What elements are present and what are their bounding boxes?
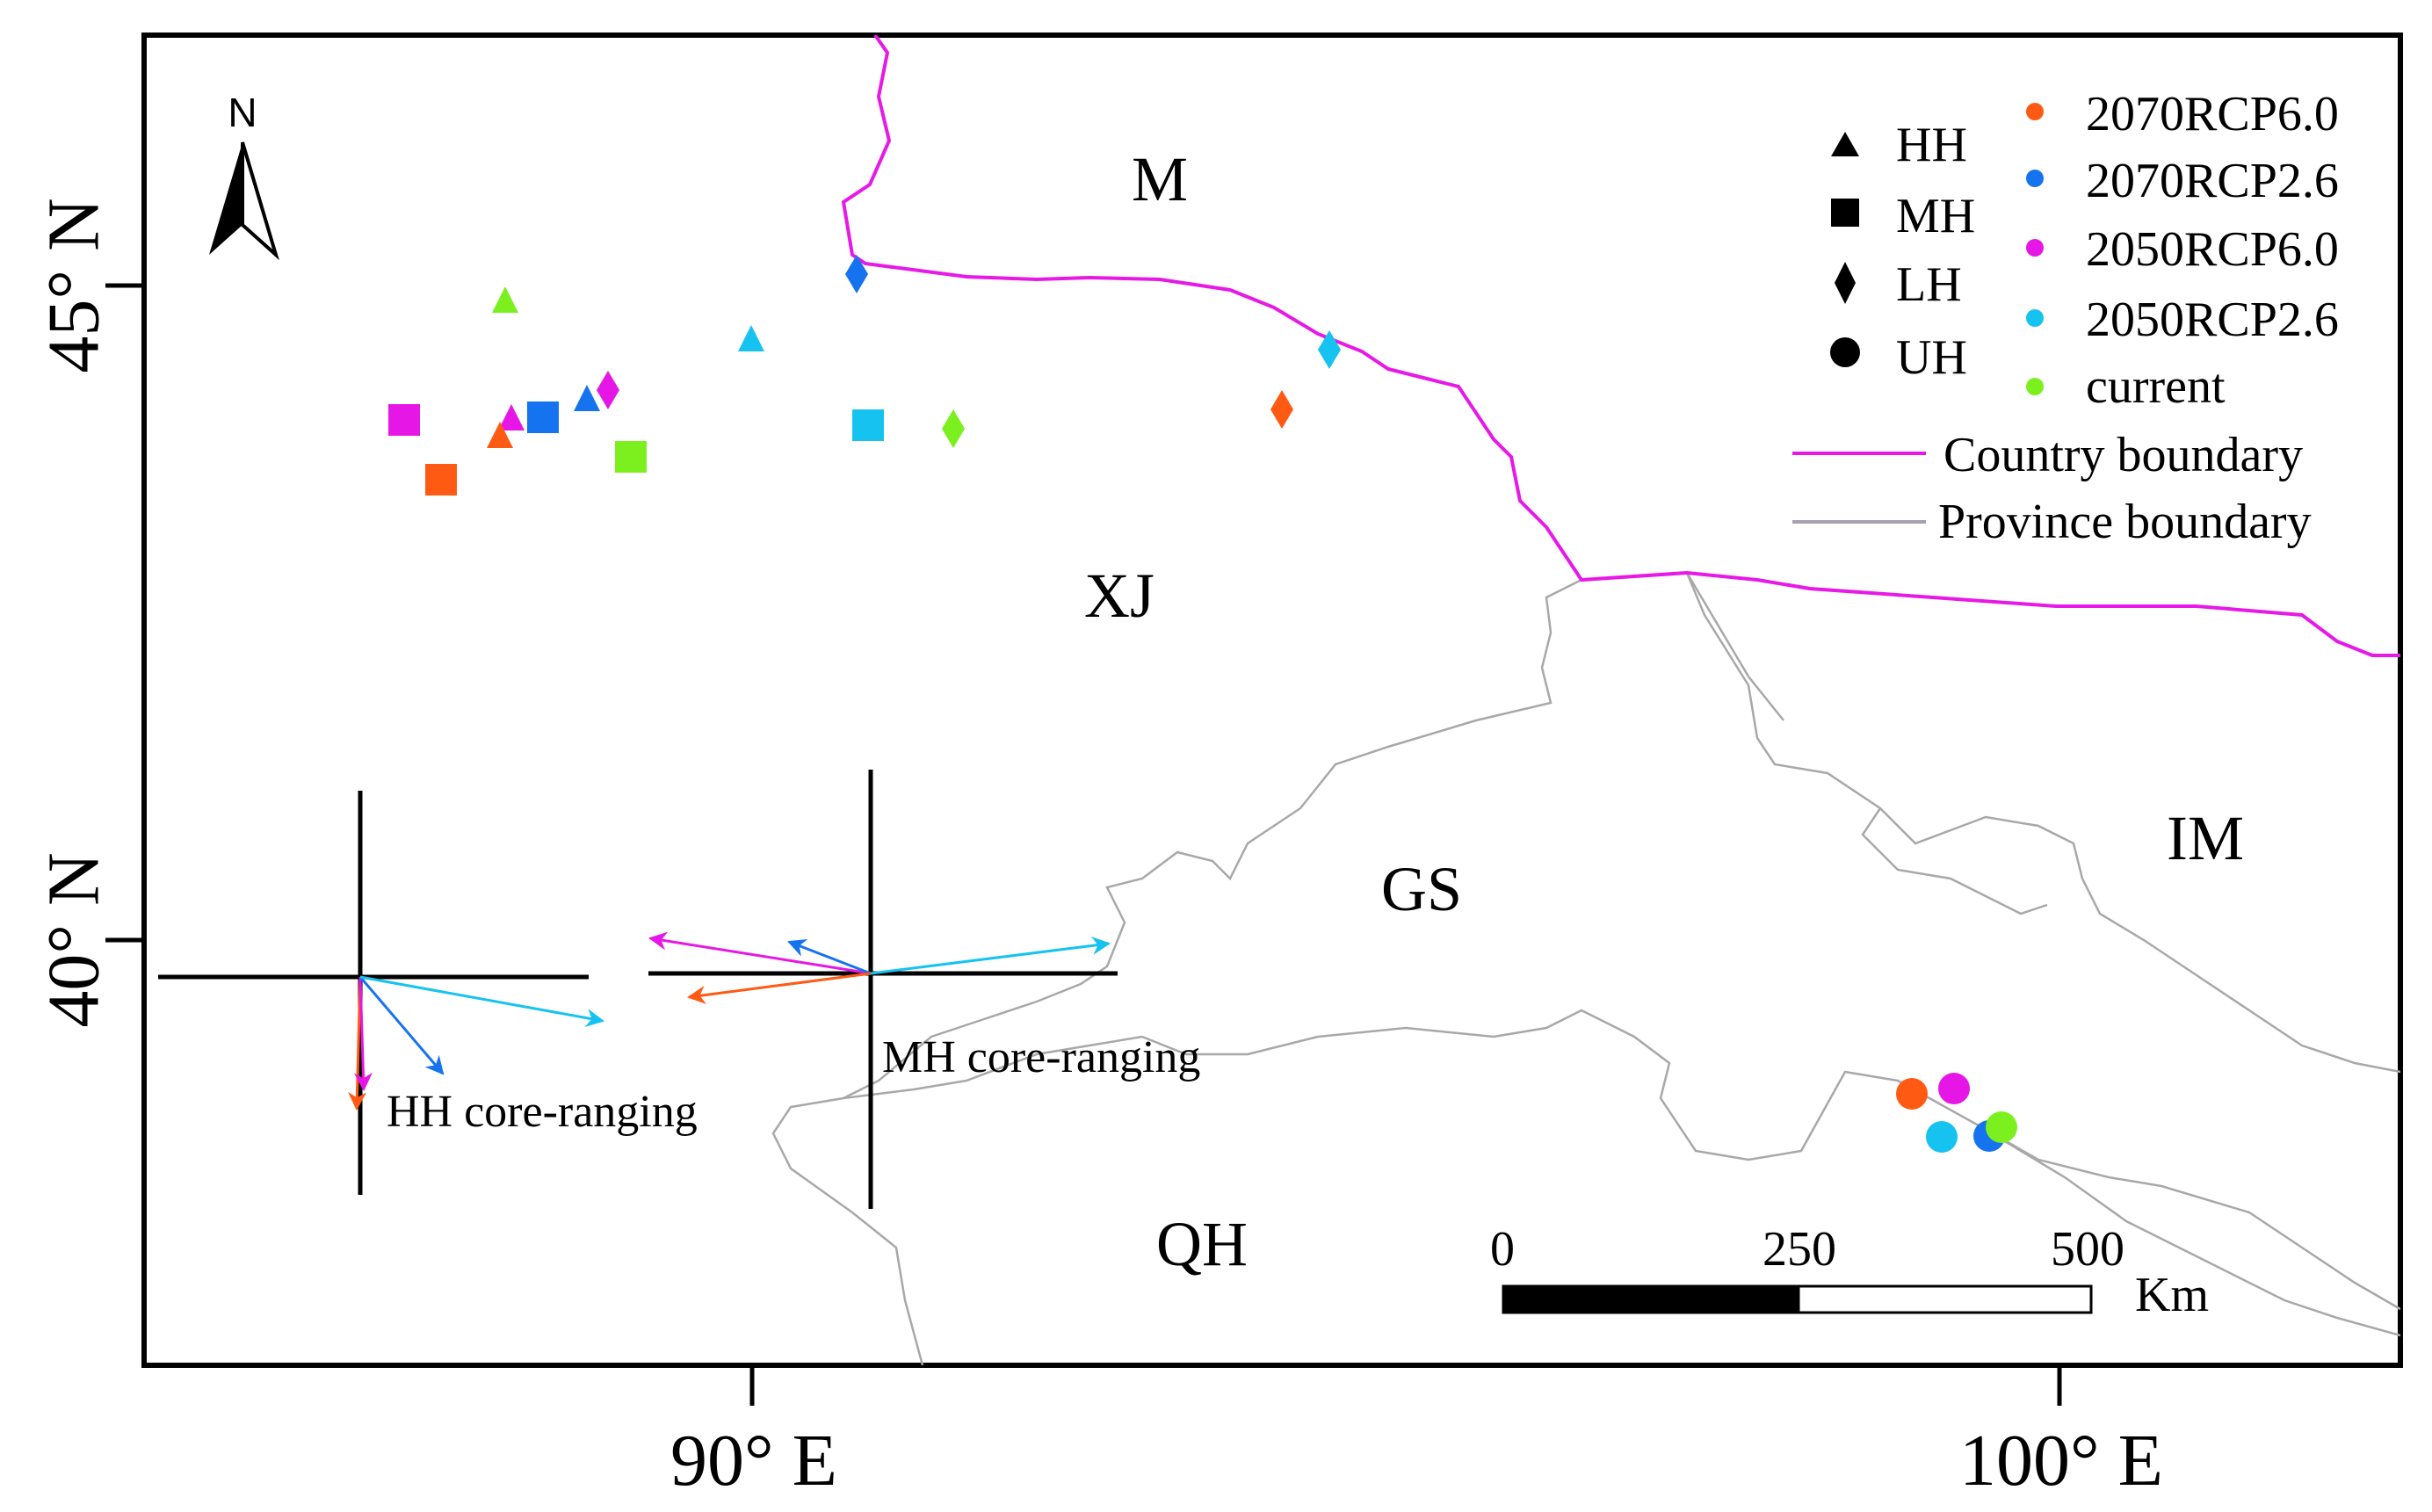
legend-swatch-2050rcp26 xyxy=(2026,309,2044,327)
legend-swatch-2070rcp60 xyxy=(2026,103,2044,120)
scale-unit: Km xyxy=(2135,1268,2209,1322)
legend-swatch-2050rcp60 xyxy=(2026,239,2044,257)
north-arrow-label: N xyxy=(228,90,257,135)
hh-vector-2050rcp26 xyxy=(359,975,605,1027)
legend-label-2070rcp60: 2070RCP6.0 xyxy=(2086,87,2339,141)
scale-bar: 0 250 500 Km xyxy=(1490,1222,2209,1322)
lat-label-40: 40° N xyxy=(33,852,114,1027)
mh-vector-2070rcp60 xyxy=(686,972,872,1004)
marker-mh-2050rcp60 xyxy=(388,404,420,436)
legend-label-2050rcp60: 2050RCP6.0 xyxy=(2086,222,2339,277)
marker-mh-2070rcp60 xyxy=(425,464,457,496)
region-label-im: IM xyxy=(2167,803,2244,873)
scale-tick-250: 250 xyxy=(1762,1222,1836,1277)
north-arrow-icon xyxy=(209,141,279,261)
marker-hh-2050rcp60 xyxy=(498,404,525,430)
lon-label-90: 90° E xyxy=(670,1420,837,1501)
legend-label-uh: UH xyxy=(1896,330,1967,385)
region-label-xj: XJ xyxy=(1084,561,1154,631)
marker-hh-2070rcp26 xyxy=(574,385,600,411)
region-label-gs: GS xyxy=(1381,854,1462,924)
marker-lh-2070rcp26 xyxy=(845,255,868,293)
occurrence-markers xyxy=(388,255,2017,1153)
marker-uh-2050rcp26 xyxy=(1926,1121,1958,1153)
mh-vector-label: MH core-ranging xyxy=(882,1032,1200,1082)
axis-ticks xyxy=(105,283,2062,1406)
scale-tick-0: 0 xyxy=(1490,1222,1515,1277)
north-arrow: N xyxy=(209,90,279,261)
marker-mh-2050rcp26 xyxy=(852,409,884,441)
map-frame xyxy=(141,33,2403,1368)
region-label-m: M xyxy=(1132,144,1188,214)
marker-uh-current xyxy=(1986,1111,2017,1143)
legend-label-country-boundary: Country boundary xyxy=(1943,428,2303,482)
legend-label-hh: HH xyxy=(1896,118,1967,172)
legend-label-province-boundary: Province boundary xyxy=(1938,495,2312,549)
marker-lh-2050rcp60 xyxy=(597,371,619,409)
hh-vector-diagram: HH core-ranging xyxy=(158,791,698,1195)
lat-label-45: 45° N xyxy=(33,198,114,373)
mh-vector-2050rcp60 xyxy=(648,931,872,975)
legend-label-mh: MH xyxy=(1896,189,1975,243)
mh-vector-diagram: MH core-ranging xyxy=(648,770,1200,1209)
legend-symbol-circle xyxy=(1830,337,1860,367)
marker-uh-2070rcp60 xyxy=(1896,1078,1928,1110)
marker-hh-2050rcp26 xyxy=(738,325,764,351)
marker-hh-current xyxy=(492,286,518,313)
marker-lh-current xyxy=(942,409,965,448)
marker-lh-2050rcp26 xyxy=(1318,330,1341,369)
hh-vector-2050rcp60 xyxy=(353,976,373,1092)
legend-symbol-triangle xyxy=(1831,132,1859,156)
legend-label-2050rcp26: 2050RCP2.6 xyxy=(2086,293,2339,347)
hh-vector-2070rcp26 xyxy=(358,976,445,1075)
hh-vector-label: HH core-ranging xyxy=(387,1087,698,1137)
legend-label-lh: LH xyxy=(1896,257,1962,312)
country-boundary xyxy=(841,35,2400,657)
legend-swatch-current xyxy=(2026,378,2044,395)
marker-hh-2070rcp60 xyxy=(487,422,513,448)
marker-mh-2070rcp26 xyxy=(527,402,559,433)
region-label-qh: QH xyxy=(1156,1209,1248,1279)
legend: HH MH LH UH 2070RCP6.0 2070RCP2.6 2050RC… xyxy=(1792,87,2339,549)
marker-lh-2070rcp60 xyxy=(1270,390,1293,429)
province-boundaries xyxy=(771,571,2400,1365)
lon-label-100: 100° E xyxy=(1959,1420,2163,1501)
legend-label-current: current xyxy=(2086,359,2226,414)
scale-tick-500: 500 xyxy=(2051,1222,2124,1277)
mh-vector-2050rcp26 xyxy=(870,936,1111,975)
legend-symbol-diamond xyxy=(1835,262,1856,304)
mh-vector-2070rcp26 xyxy=(787,939,872,975)
marker-uh-2050rcp60 xyxy=(1938,1073,1970,1104)
marker-mh-current xyxy=(615,441,647,473)
legend-symbol-square xyxy=(1831,199,1859,227)
legend-swatch-2070rcp26 xyxy=(2026,170,2044,187)
legend-label-2070rcp26: 2070RCP2.6 xyxy=(2086,154,2339,208)
